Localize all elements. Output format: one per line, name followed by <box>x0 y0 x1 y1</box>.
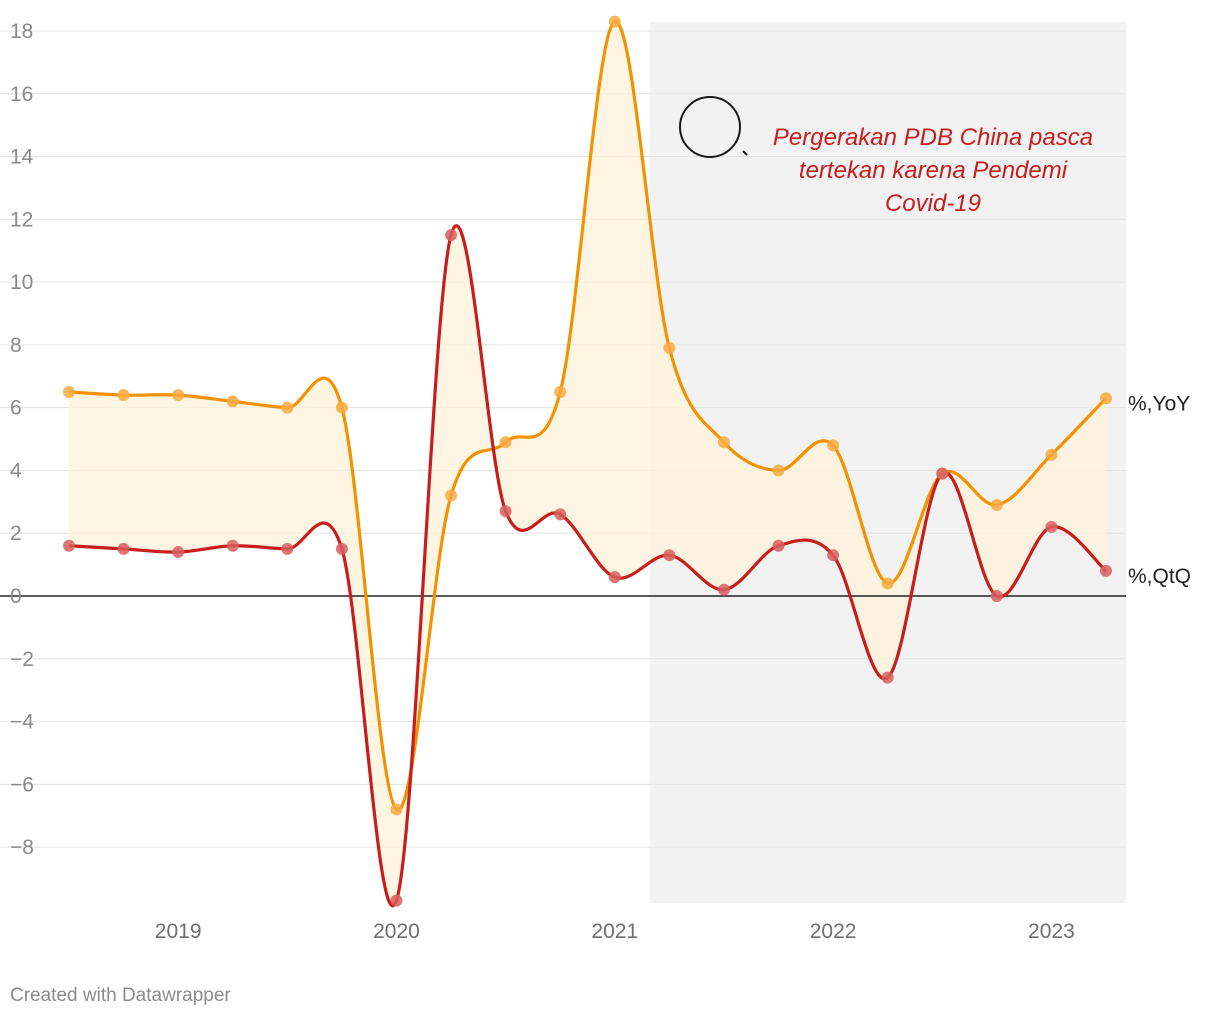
annotation-line: Covid-19 <box>885 190 981 217</box>
data-point-yoy <box>1045 448 1058 461</box>
data-point-yoy <box>717 436 730 449</box>
data-point-yoy <box>881 577 894 590</box>
y-tick-label: 18 <box>10 20 33 43</box>
data-point-yoy <box>445 489 458 502</box>
data-point-qtq <box>63 539 75 552</box>
annotation-pointer <box>742 150 748 156</box>
data-point-yoy <box>554 385 567 398</box>
data-point-qtq <box>990 590 1003 602</box>
y-tick-label: 6 <box>10 397 22 420</box>
data-point-yoy <box>172 389 185 402</box>
y-tick-label: 8 <box>10 334 22 357</box>
data-point-qtq <box>117 542 130 555</box>
y-tick-label: 16 <box>10 83 33 106</box>
x-tick-label: 2020 <box>373 920 420 943</box>
data-point-yoy <box>608 15 621 28</box>
y-tick-label: −2 <box>10 648 34 671</box>
series-line-yoy <box>68 19 1108 812</box>
data-point-qtq <box>881 671 894 684</box>
x-axis-ticks: 2019 2020 2021 2022 2023 <box>155 920 1075 943</box>
data-point-qtq <box>499 505 512 518</box>
y-tick-label: −8 <box>10 836 34 859</box>
data-point-qtq <box>226 539 239 552</box>
data-point-qtq <box>827 549 840 562</box>
data-point-qtq <box>281 542 294 555</box>
series-lines <box>68 19 1108 907</box>
data-point-yoy <box>117 389 130 402</box>
data-point-qtq <box>172 546 185 559</box>
data-point-yoy <box>390 803 403 816</box>
data-point-yoy <box>990 498 1003 511</box>
data-point-yoy <box>772 464 785 477</box>
data-point-yoy <box>827 439 840 452</box>
y-tick-label: 10 <box>10 271 33 294</box>
range-band <box>69 21 1106 906</box>
data-point-yoy <box>499 436 512 449</box>
data-point-qtq <box>608 571 621 584</box>
annotation-circle <box>679 96 741 158</box>
y-axis-ticks: 18 16 14 12 10 8 6 4 2 0 −2 −4 −6 −8 <box>10 20 34 859</box>
series-labels: %,YoY %,QtQ <box>1128 392 1191 588</box>
x-tick-label: 2021 <box>591 920 638 943</box>
data-point-qtq <box>390 894 403 907</box>
y-tick-label: 2 <box>10 522 22 545</box>
x-tick-label: 2023 <box>1028 920 1075 943</box>
series-label-qtq: %,QtQ <box>1128 565 1191 588</box>
annotation-line: Pergerakan PDB China pasca <box>773 124 1093 151</box>
data-point-yoy <box>663 342 676 355</box>
credit-text: Created with Datawrapper <box>10 985 231 1006</box>
x-tick-label: 2022 <box>810 920 857 943</box>
x-tick-label: 2019 <box>155 920 202 943</box>
annotation-line: tertekan karena Pendemi <box>799 157 1068 184</box>
y-tick-label: −6 <box>10 773 34 796</box>
y-tick-label: 12 <box>10 208 33 231</box>
data-point-yoy <box>63 385 75 398</box>
data-point-yoy <box>281 401 294 414</box>
data-point-qtq <box>335 542 348 555</box>
data-point-qtq <box>717 583 730 596</box>
y-tick-label: −4 <box>10 711 34 734</box>
annotation-text: Pergerakan PDB China pasca tertekan karen… <box>773 124 1093 217</box>
series-label-yoy: %,YoY <box>1128 392 1190 415</box>
data-point-yoy <box>1100 392 1112 405</box>
series-line-qtq <box>68 224 1108 907</box>
data-point-qtq <box>663 549 676 562</box>
annotation: Pergerakan PDB China pasca tertekan karen… <box>679 96 1093 217</box>
data-point-qtq <box>1100 564 1112 577</box>
data-point-yoy <box>335 401 348 414</box>
y-tick-label: 14 <box>10 146 34 169</box>
series-markers <box>63 15 1112 907</box>
data-point-qtq <box>445 229 458 242</box>
data-point-yoy <box>226 395 239 408</box>
y-tick-label: 0 <box>10 585 22 608</box>
data-point-qtq <box>772 539 785 552</box>
data-point-qtq <box>554 508 567 521</box>
data-point-qtq <box>1045 520 1058 533</box>
data-point-qtq <box>936 467 949 480</box>
y-tick-label: 4 <box>10 459 22 482</box>
